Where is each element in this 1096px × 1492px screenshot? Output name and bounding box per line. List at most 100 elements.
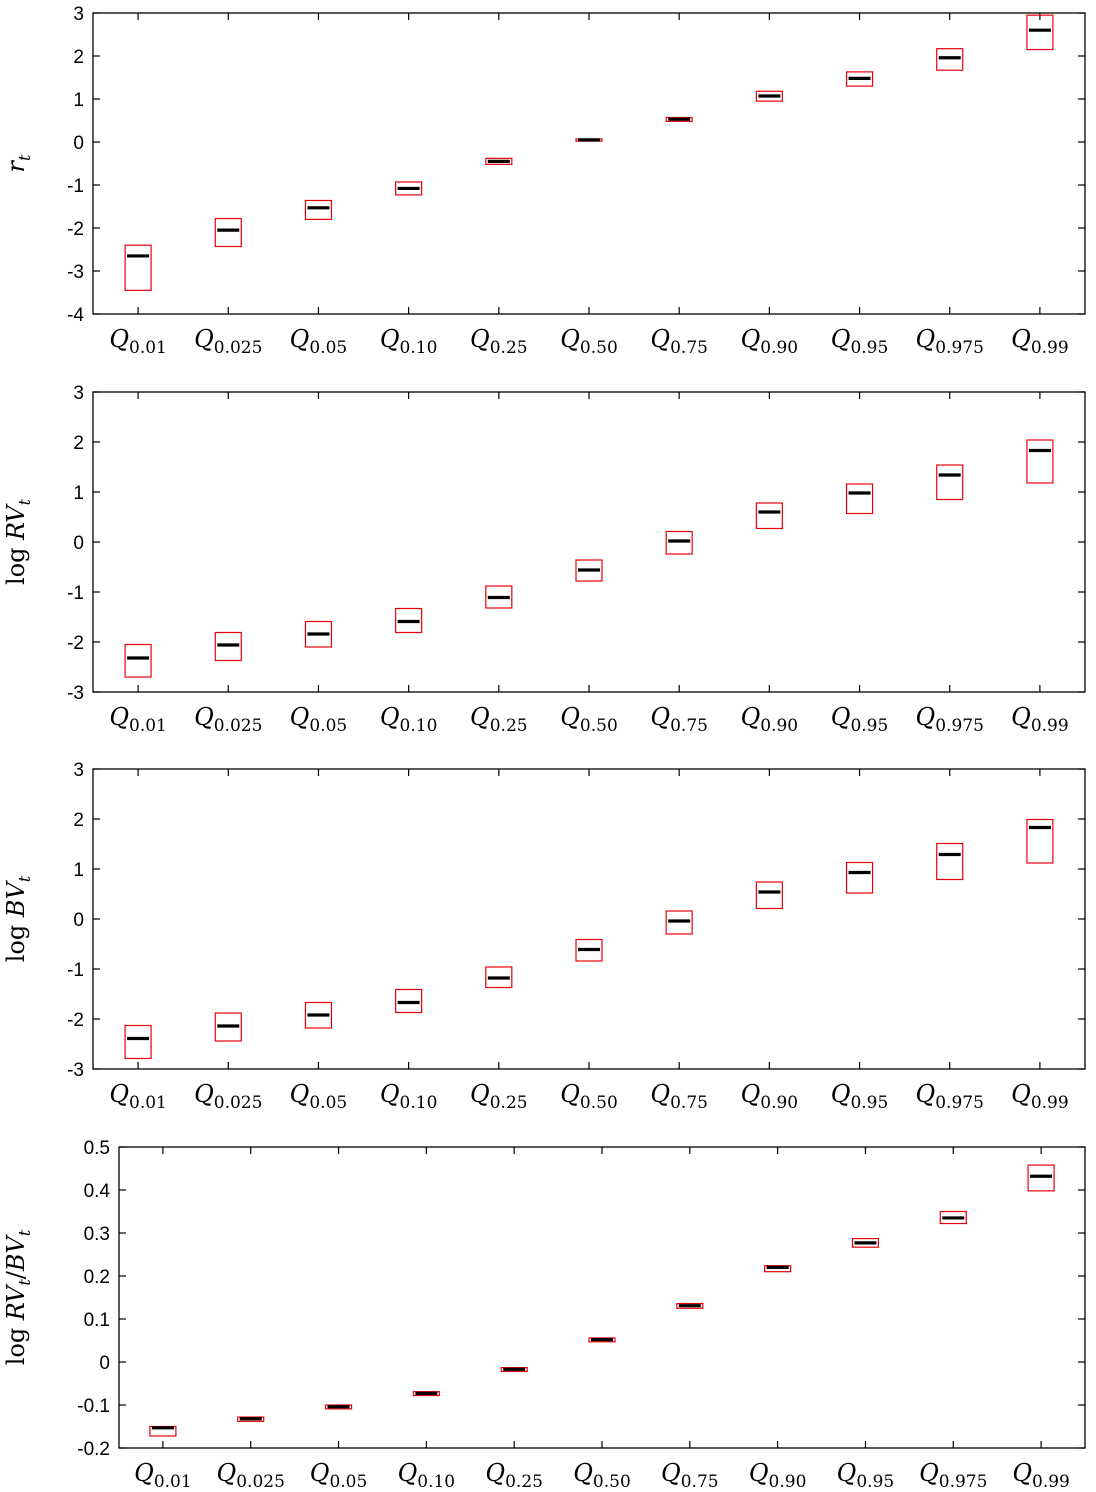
x-tick-label: Q0.05 [310,1459,368,1492]
box-11 [1026,818,1054,864]
box-8 [755,90,783,102]
x-tick-label: Q0.99 [1011,703,1069,736]
x-tick-label: Q0.975 [919,1459,987,1492]
x-tick-label: Q0.10 [380,703,438,736]
box-1 [124,1024,152,1060]
y-tick-label: 0.2 [84,1267,110,1288]
box-10 [936,842,964,881]
box-4 [395,181,423,196]
y-tick-label: 2 [73,47,84,68]
box-9 [845,483,874,515]
box-11 [1027,1164,1055,1192]
x-tick-label: Q0.025 [194,1080,262,1113]
x-tick-label: Q0.90 [741,325,799,358]
x-tick-label: Q0.975 [916,1080,984,1113]
x-tick-label: Q0.95 [831,325,889,358]
x-tick-label: Q0.50 [560,1080,618,1113]
y-tick-label: 3 [73,760,84,781]
y-tick-label: 0.4 [84,1181,111,1202]
y-axis-label: log BVt [2,875,34,962]
x-tick-label: Q0.10 [398,1459,456,1492]
y-tick-label: 0.3 [84,1224,110,1245]
x-tick-label: Q0.50 [560,325,618,358]
x-tick-label: Q0.01 [109,1080,167,1113]
y-tick-label: 2 [73,433,84,454]
y-tick-label: -3 [67,683,84,704]
box-7 [665,116,693,122]
y-tick-label: -2 [67,633,84,654]
box-3 [324,1404,353,1410]
box-10 [939,1210,967,1225]
chart-panel-1: 3 2 1 0 -1 -2 -3 -4 Q0.01 Q0.025 Q0.05 Q0.10 Q0.25 Q0… [2,4,1086,358]
x-tick-label: Q0.025 [194,703,262,736]
x-tick-label: Q0.99 [1012,1459,1070,1492]
x-tick-label: Q0.05 [290,1080,348,1113]
box-6 [575,938,603,962]
box-5 [485,966,513,989]
box-10 [936,464,964,501]
x-tick-label: Q0.05 [290,325,348,358]
y-tick-label: 3 [73,383,84,404]
y-axis-label: log RVt/BVt [2,1229,34,1365]
x-tick-label: Q0.99 [1011,1080,1069,1113]
y-tick-label: 0 [73,910,84,931]
y-tick-label: -1 [67,583,84,604]
x-tick-label: Q0.975 [916,325,984,358]
y-tick-label: 0 [99,1353,110,1374]
y-tick-label: -4 [67,305,84,326]
y-axis-label: log RVt [2,498,34,585]
x-tick-label: Q0.975 [916,703,984,736]
box-5 [485,157,513,165]
box-2 [214,631,242,662]
x-tick-label: Q0.10 [380,325,438,358]
y-tick-label: -1 [67,960,84,981]
x-tick-label: Q0.50 [560,703,618,736]
x-tick-label: Q0.10 [380,1080,438,1113]
y-tick-label: 0.1 [84,1310,110,1331]
box-6 [575,559,603,582]
y-tick-label: 2 [73,810,84,831]
y-tick-label: -0.2 [77,1439,110,1460]
x-tick-label: Q0.025 [194,325,262,358]
x-tick-label: Q0.025 [217,1459,285,1492]
box-7 [665,530,693,555]
x-tick-label: Q0.75 [661,1459,719,1492]
y-tick-label: -2 [67,1010,84,1031]
y-tick-label: -3 [67,262,84,283]
x-tick-label: Q0.25 [470,325,528,358]
y-tick-label: 1 [73,483,84,504]
x-tick-label: Q0.01 [109,325,167,358]
x-tick-label: Q0.25 [470,703,528,736]
box-9 [845,71,874,87]
chart-panel-2: 3 2 1 0 -1 -2 -3 Q0.01 Q0.025 Q0.05 Q0.10 Q0.25 Q0.5… [2,383,1086,736]
box-11 [1026,14,1054,51]
box-5 [485,585,513,609]
x-tick-label: Q0.90 [741,1080,799,1113]
box-4 [395,607,423,634]
y-tick-label: -3 [67,1060,84,1081]
box-9 [845,861,874,894]
y-tick-label: -0.1 [77,1396,110,1417]
box-1 [124,643,152,678]
chart-panel-3: 3 2 1 0 -1 -2 -3 Q0.01 Q0.025 Q0.05 Q0.10 Q0.25 Q0.5… [2,760,1086,1113]
x-tick-label: Q0.99 [1011,325,1069,358]
box-8 [755,502,783,530]
box-3 [304,620,333,648]
box-2 [237,1416,265,1422]
y-tick-label: -2 [67,219,84,240]
x-tick-label: Q0.90 [741,703,799,736]
box-9 [851,1237,880,1248]
box-8 [755,881,783,910]
box-10 [936,48,964,71]
y-tick-label: 1 [73,90,84,111]
plot-frame [118,1146,1086,1449]
x-tick-label: Q0.75 [650,703,708,736]
box-4 [395,988,423,1014]
x-tick-label: Q0.95 [837,1459,895,1492]
y-tick-label: 1 [73,860,84,881]
chart-panel-4: 0.5 0.4 0.3 0.2 0.1 0 -0.1 -0.2 Q0.01 Q0.025 Q0.05… [2,1138,1086,1492]
box-3 [304,199,333,220]
x-tick-label: Q0.90 [749,1459,807,1492]
x-tick-label: Q0.95 [831,703,889,736]
